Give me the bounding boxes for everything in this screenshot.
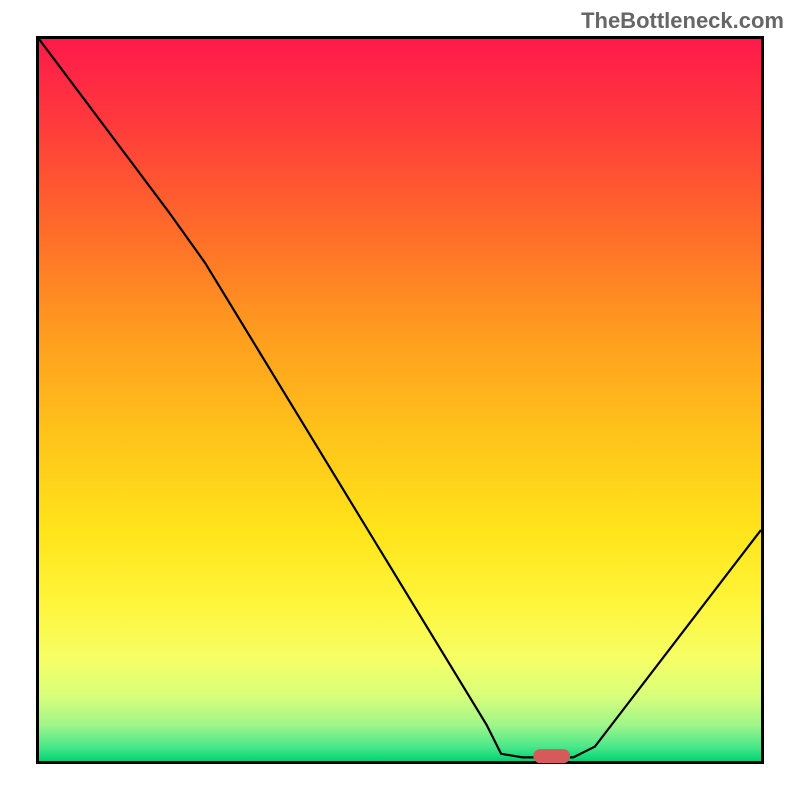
optimal-point-marker: [533, 749, 571, 763]
bottleneck-curve: [39, 39, 761, 761]
chart-plot-area: [36, 36, 764, 764]
watermark-text: TheBottleneck.com: [581, 8, 784, 34]
